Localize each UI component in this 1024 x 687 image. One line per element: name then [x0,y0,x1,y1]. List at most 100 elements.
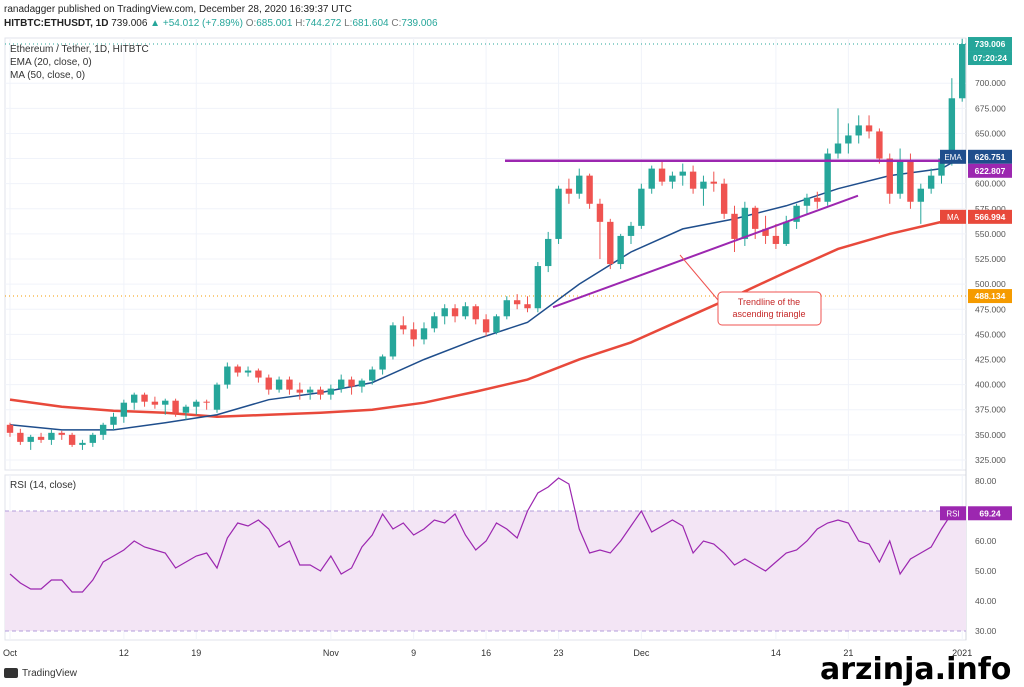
candle-body [17,432,24,442]
candle-body [224,366,231,385]
candle-body [938,158,945,176]
ema-value-badge: 626.751 [975,152,1006,162]
candle-body [741,207,749,239]
x-tick-label: 12 [119,648,129,658]
candle-body [917,188,924,202]
last-price-badge: 739.006 [975,39,1006,49]
candle-body [6,424,14,433]
open-label: O: [245,18,257,29]
candle-body [203,401,210,403]
price-tick-label: 700.000 [975,78,1006,88]
tradingview-brand: TradingView [22,668,78,679]
candle-body [555,188,562,239]
candle-body [472,306,479,320]
annotation-arrow [679,254,719,301]
candle-body [420,328,428,340]
candle-body [679,171,686,176]
candle-body [886,158,893,194]
countdown-badge: 07:20:24 [973,53,1007,63]
candle-body [286,379,293,390]
price-tick-label: 400.000 [975,380,1006,390]
x-tick-label: 19 [191,648,201,658]
tradingview-mark-icon [4,668,18,679]
candle-body [669,175,676,182]
candle-body [27,436,34,442]
chart-title: Ethereum / Tether, 1D, HITBTC [10,44,149,55]
candle-body [710,181,717,184]
x-tick-label: 2021 [952,648,972,658]
candle-body [493,316,500,333]
candle-body [182,406,190,413]
last-price-badge-bg [968,37,1012,52]
x-tick-label: 23 [554,648,564,658]
candle-body [503,300,510,317]
rsi-tag: RSI [946,509,959,518]
candle-body [658,168,666,182]
countdown-badge-bg [968,51,1012,66]
symbol: HITBTC:ETHUSDT, 1D [4,18,109,29]
tradingview-logo: TradingView [4,668,77,679]
candle-body [824,153,831,202]
candle-body [58,432,65,435]
candle-body [120,402,128,417]
candle-body [451,308,459,317]
ma-tag-bg [940,209,966,224]
candle-body [68,434,76,445]
ema-value-badge-bg [968,149,1012,164]
rsi-tick-label: 50.00 [975,566,997,576]
candle-body [524,304,531,309]
candle-body [617,235,624,265]
publisher-line: ranadagger published on TradingView.com,… [4,4,352,15]
price-tick-label: 350.000 [975,430,1006,440]
ema-legend: EMA (20, close, 0) [10,57,92,68]
candle-body [79,442,86,445]
candle-body [265,377,272,390]
candle-body [783,221,790,244]
x-tick-label: Dec [633,648,650,658]
x-tick-label: Nov [323,648,340,658]
ma-legend: MA (50, close, 0) [10,70,86,81]
candle-body [648,168,655,189]
price-tick-label: 500.000 [975,279,1006,289]
annotation-box [717,291,822,326]
candle-body [162,400,169,405]
x-tick-label: 14 [771,648,781,658]
candle-body [234,366,241,373]
candle-body [576,175,583,194]
price-tick-label: 450.000 [975,329,1006,339]
annotation-text-line1: Trendline of the [738,297,800,307]
candle-body [400,325,407,330]
candle-body [814,197,821,202]
symbol-line: HITBTC:ETHUSDT, 1D 739.006 ▲ +54.012 (+7… [4,18,438,29]
candle-body [379,356,386,370]
ma-line [9,215,963,419]
dotted-level-badge-bg [968,289,1012,304]
candle-body [141,394,148,402]
candle-body [607,221,614,265]
candle-body [131,394,138,403]
low-value: 681.604 [352,18,389,29]
candle-body [834,143,842,154]
candle-body [855,125,862,136]
price-change: ▲ +54.012 (+7.89%) [150,18,243,29]
candle-body [959,44,966,99]
price-tick-label: 600.000 [975,179,1006,189]
candle-body [948,98,956,159]
candle-body [389,325,397,357]
candle-body [845,135,852,144]
candle-body [927,175,935,189]
candle-body [358,380,366,387]
candle-body [627,225,635,236]
candle-body [410,329,417,340]
candle-body [876,131,883,159]
candle-body [803,197,811,206]
watermark: arzinja.info [820,652,1012,687]
candle-body [37,436,45,440]
candle-body [213,384,221,410]
candle-body [255,370,262,378]
ascending-trendline [552,194,859,309]
x-tick-label: 16 [481,648,491,658]
resistance-value-badge: 622.807 [975,166,1006,176]
candle-body [172,400,179,413]
